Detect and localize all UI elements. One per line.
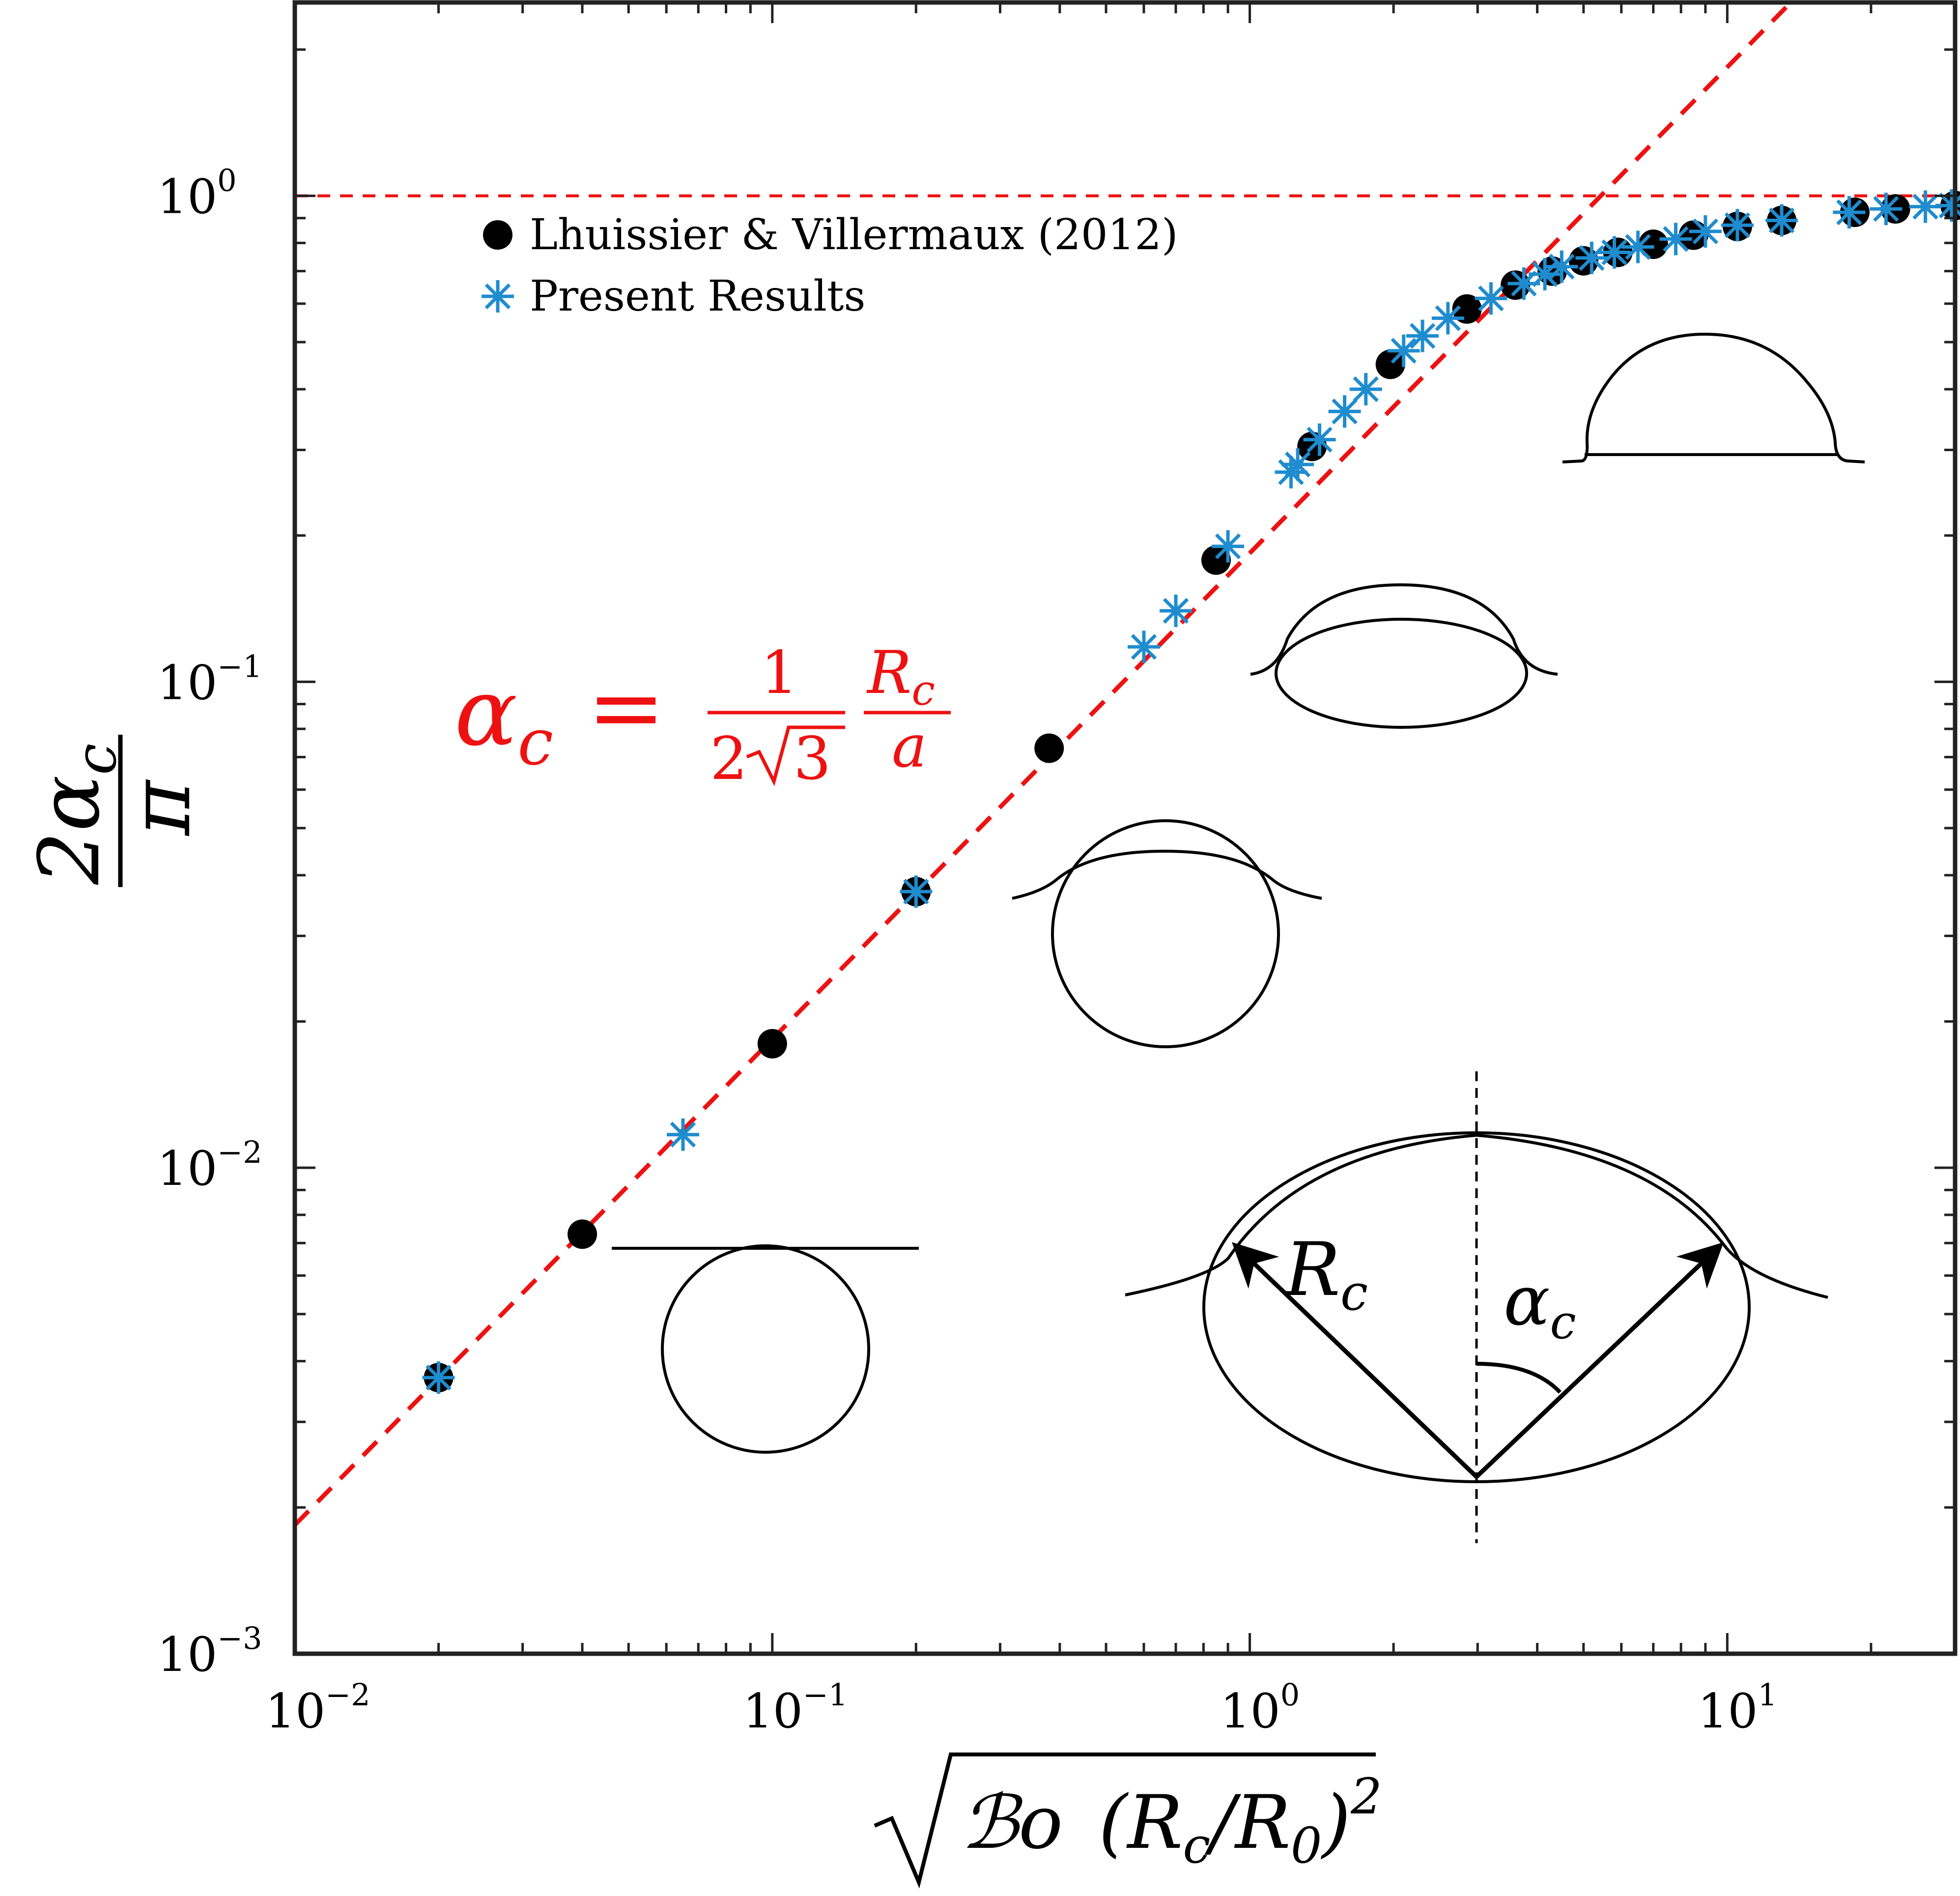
marker-asterisk-20 <box>1621 230 1654 263</box>
y-tick-label-0: 10−3 <box>157 1620 262 1682</box>
x-tick-label-1: 10−1 <box>743 1677 848 1739</box>
series-lhuissier-villermaux <box>424 191 1960 1393</box>
droplet-schematics <box>612 332 1865 1454</box>
marker-circle-4 <box>1034 733 1064 763</box>
marker-asterisk-11 <box>1387 334 1420 367</box>
annotation-equals: = <box>587 653 665 762</box>
marker-asterisk-7 <box>1281 448 1314 481</box>
marker-asterisk-2 <box>900 875 933 908</box>
annotation-frac1-num: 1 <box>761 639 798 707</box>
marker-asterisk-17 <box>1545 250 1578 283</box>
legend-label-present: Present Results <box>530 272 866 321</box>
marker-asterisk-14 <box>1475 282 1507 315</box>
annotation-frac1-den-two: 2 <box>710 725 747 793</box>
marker-asterisk-8 <box>1303 423 1336 456</box>
y-axis-label: 2αc π <box>21 735 209 887</box>
marker-asterisk-22 <box>1689 215 1722 248</box>
inset-radius-label: Rc <box>1283 1227 1368 1321</box>
legend: Lhuissier & Villermaux (2012) Present Re… <box>482 210 1178 321</box>
legend-marker-circle <box>483 220 512 250</box>
marker-circle-1 <box>568 1219 597 1249</box>
marker-asterisk-4 <box>1160 594 1193 627</box>
svg-text:π: π <box>112 779 209 836</box>
annotation-sqrt-sign <box>746 725 845 786</box>
marker-asterisk-13 <box>1431 302 1464 335</box>
x-tick-label-2: 100 <box>1221 1677 1300 1739</box>
legend-marker-asterisk <box>482 280 514 313</box>
marker-asterisk-21 <box>1659 223 1692 256</box>
marker-asterisk-9 <box>1328 395 1361 428</box>
marker-asterisk-24 <box>1765 204 1798 237</box>
droplet-shape-medium <box>1250 583 1558 676</box>
marker-asterisk-18 <box>1575 241 1608 274</box>
inset-angle-label: αc <box>1504 1261 1576 1350</box>
marker-asterisk-26 <box>1870 193 1903 226</box>
marker-asterisk-5 <box>1212 530 1245 563</box>
annotation-frac2-num: Rc <box>866 639 935 715</box>
marker-asterisk-3 <box>1127 631 1160 663</box>
marker-circle-8 <box>1452 294 1482 324</box>
marker-circle-2 <box>757 1029 787 1059</box>
droplet-shape-small <box>1012 849 1322 900</box>
angle-arc <box>1476 1362 1562 1394</box>
y-tick-label-1: 10−2 <box>157 1134 262 1196</box>
legend-asterisk <box>482 280 514 313</box>
series-present-results <box>422 189 1960 1394</box>
droplet-body-medium <box>1275 618 1528 729</box>
marker-asterisk-23 <box>1721 209 1754 242</box>
marker-asterisk-12 <box>1406 319 1439 352</box>
marker-asterisk-19 <box>1598 236 1631 269</box>
y-tick-label-3: 100 <box>157 162 237 224</box>
x-axis-label: ℬo (Rc/R0)2 <box>874 1752 1382 1889</box>
droplet-body-smallest <box>661 1244 870 1454</box>
droplet-shape-flat <box>1562 332 1865 463</box>
axis-ticks <box>293 2 1957 1655</box>
annotation-lhs: αc <box>454 658 553 779</box>
scaling-law-annotation: αc = 1 2 3 Rc a <box>454 639 951 793</box>
x-tick-label-0: 10−2 <box>265 1677 370 1739</box>
radius-arrow-right <box>1475 1242 1724 1479</box>
geometry-inset <box>1125 1071 1828 1543</box>
marker-asterisk-25 <box>1833 196 1866 229</box>
svg-text:ℬo (Rc/R0)2: ℬo (Rc/R0)2 <box>961 1768 1382 1874</box>
marker-asterisk-1 <box>666 1118 699 1151</box>
marker-asterisk-10 <box>1349 373 1382 405</box>
marker-asterisk-0 <box>422 1361 455 1394</box>
annotation-frac1-den-root: 3 <box>794 725 831 793</box>
annotation-frac2-den: a <box>892 713 927 781</box>
y-tick-label-2: 10−1 <box>157 648 262 710</box>
legend-label-lhuissier: Lhuissier & Villermaux (2012) <box>530 210 1178 259</box>
inset-droplet-outline <box>1125 1133 1828 1299</box>
radius-arrow-left <box>1232 1242 1478 1479</box>
x-label-sqrt-sign <box>874 1752 1376 1889</box>
x-tick-label-3: 101 <box>1698 1677 1777 1739</box>
droplet-body-small <box>1051 819 1280 1048</box>
